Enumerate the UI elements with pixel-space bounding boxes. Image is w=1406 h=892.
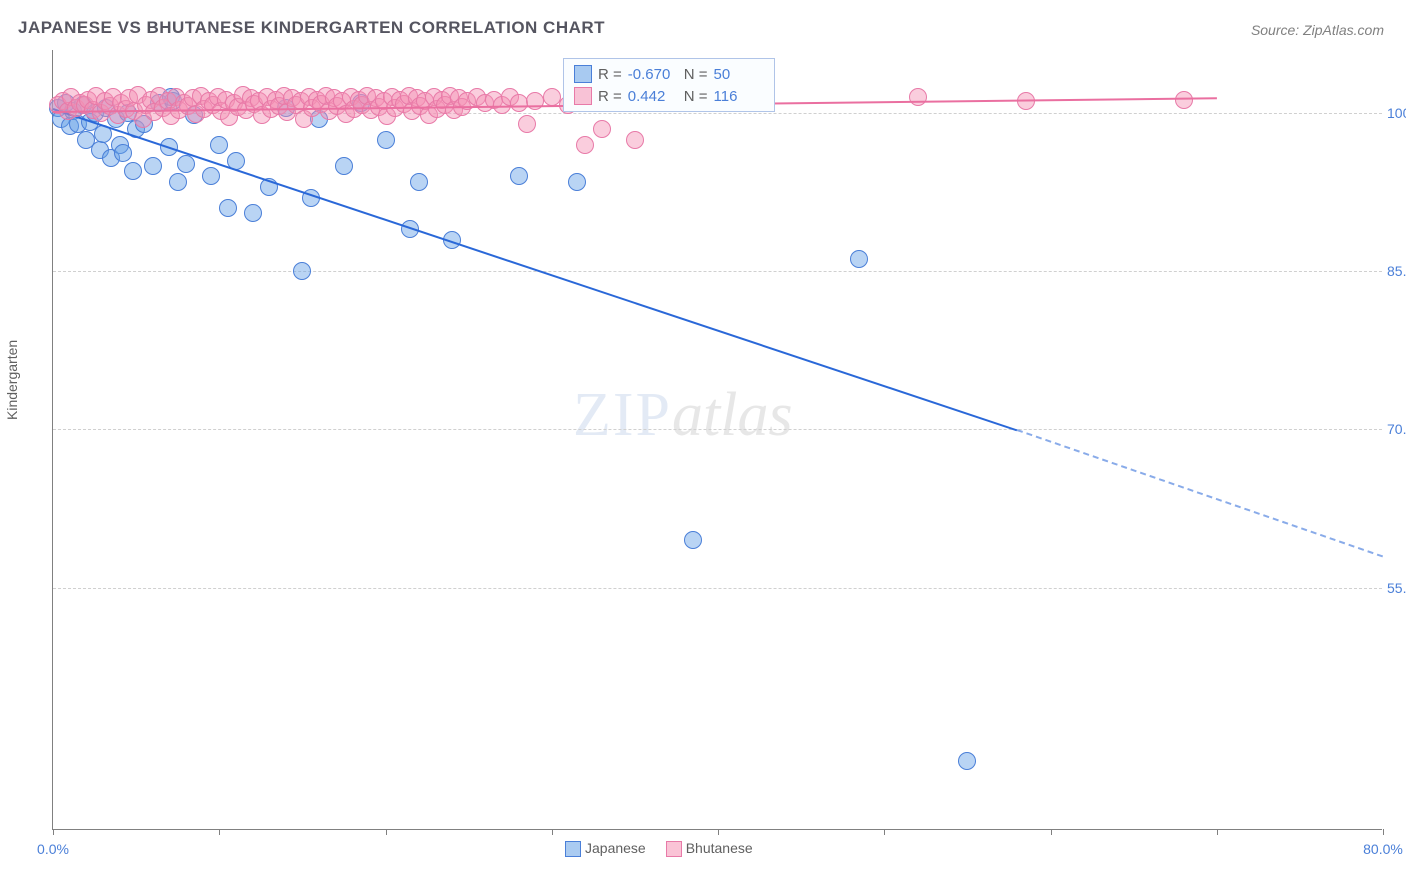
series-legend-item: Japanese	[565, 840, 646, 857]
y-tick-label: 55.0%	[1387, 580, 1406, 596]
legend-R-label: R =	[598, 88, 622, 105]
scatter-point	[684, 531, 702, 549]
legend-swatch	[565, 841, 581, 857]
x-tick-label: 80.0%	[1363, 841, 1403, 857]
chart-title: JAPANESE VS BHUTANESE KINDERGARTEN CORRE…	[18, 18, 605, 38]
scatter-point	[114, 144, 132, 162]
legend-swatch	[574, 87, 592, 105]
series-legend: Japanese Bhutanese	[565, 840, 753, 857]
scatter-point	[576, 136, 594, 154]
scatter-point	[410, 173, 428, 191]
legend-N-value: 50	[714, 66, 764, 83]
y-tick-label: 70.0%	[1387, 421, 1406, 437]
gridline-h	[53, 588, 1382, 589]
x-tick	[1051, 829, 1052, 835]
scatter-point	[202, 167, 220, 185]
y-tick-label: 85.0%	[1387, 263, 1406, 279]
watermark: ZIPatlas	[573, 380, 793, 451]
x-tick	[53, 829, 54, 835]
trend-line	[53, 108, 1018, 431]
source-label: Source: ZipAtlas.com	[1251, 22, 1384, 38]
legend-N-label: N =	[684, 88, 708, 105]
plot-area: ZIPatlas 100.0%85.0%70.0%55.0%0.0%80.0%R…	[52, 50, 1382, 830]
x-tick	[718, 829, 719, 835]
series-name: Japanese	[585, 840, 646, 856]
stats-legend: R = -0.670 N = 50 R = 0.442 N = 116	[563, 58, 775, 112]
legend-R-value: 0.442	[628, 88, 678, 105]
stats-legend-row: R = -0.670 N = 50	[574, 63, 764, 85]
legend-N-value: 116	[714, 88, 764, 105]
legend-N-label: N =	[684, 66, 708, 83]
scatter-point	[244, 204, 262, 222]
scatter-point	[850, 250, 868, 268]
scatter-point	[510, 167, 528, 185]
watermark-atlas: atlas	[672, 381, 793, 449]
scatter-point	[518, 115, 536, 133]
legend-swatch	[574, 65, 592, 83]
scatter-point	[909, 88, 927, 106]
scatter-point	[124, 162, 142, 180]
x-tick	[884, 829, 885, 835]
scatter-point	[144, 157, 162, 175]
scatter-point	[626, 131, 644, 149]
scatter-point	[293, 262, 311, 280]
x-tick	[219, 829, 220, 835]
gridline-h	[53, 271, 1382, 272]
scatter-point	[377, 131, 395, 149]
legend-R-label: R =	[598, 66, 622, 83]
series-name: Bhutanese	[686, 840, 753, 856]
scatter-point	[568, 173, 586, 191]
x-tick	[1383, 829, 1384, 835]
scatter-point	[335, 157, 353, 175]
scatter-point	[177, 155, 195, 173]
x-tick	[552, 829, 553, 835]
scatter-point	[958, 752, 976, 770]
scatter-point	[593, 120, 611, 138]
y-axis-label: Kindergarten	[4, 340, 20, 420]
gridline-h	[53, 429, 1382, 430]
scatter-point	[210, 136, 228, 154]
scatter-point	[219, 199, 237, 217]
scatter-point	[543, 88, 561, 106]
scatter-point	[169, 173, 187, 191]
scatter-point	[510, 94, 528, 112]
x-tick-label: 0.0%	[37, 841, 69, 857]
stats-legend-row: R = 0.442 N = 116	[574, 85, 764, 107]
series-legend-item: Bhutanese	[666, 840, 753, 857]
x-tick	[1217, 829, 1218, 835]
legend-swatch	[666, 841, 682, 857]
legend-R-value: -0.670	[628, 66, 678, 83]
watermark-zip: ZIP	[573, 381, 672, 449]
y-tick-label: 100.0%	[1387, 105, 1406, 121]
trend-line-dashed	[1017, 430, 1383, 558]
x-tick	[386, 829, 387, 835]
